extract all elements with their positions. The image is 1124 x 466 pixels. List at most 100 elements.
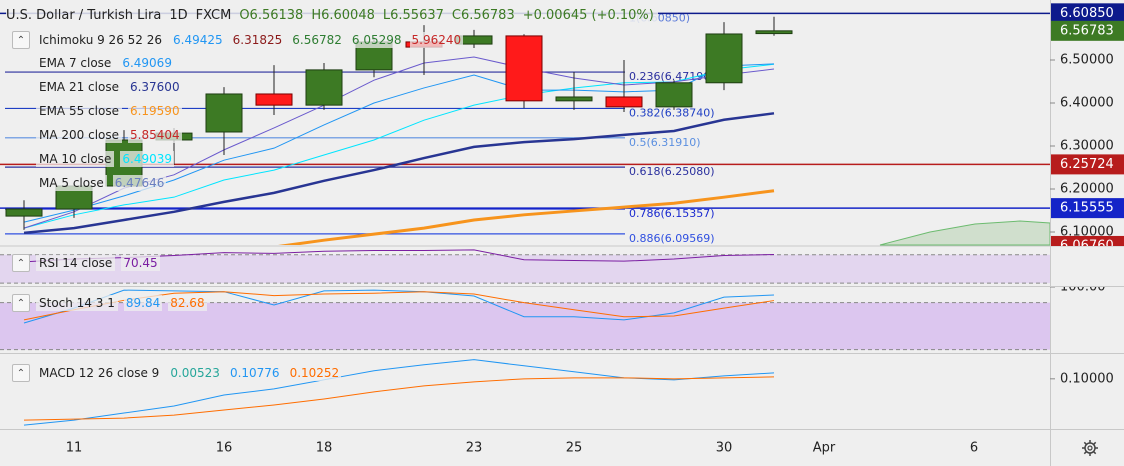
legend-value: 6.49069 bbox=[120, 55, 174, 71]
legend-name: Stoch 14 3 1 bbox=[36, 295, 118, 311]
y-tick-label: 6.10000 bbox=[1060, 225, 1114, 240]
legend-value: 0.00523 bbox=[168, 365, 222, 381]
fib-label: 0.618(6.25080) bbox=[629, 165, 715, 178]
indicator-line bbox=[23, 376, 775, 421]
legend-name: RSI 14 close bbox=[36, 255, 116, 271]
legend-name: EMA 21 close bbox=[36, 79, 122, 95]
legend-value: 6.56782 bbox=[290, 32, 344, 48]
legend-value: 0.10776 bbox=[227, 365, 282, 381]
price-label-box bbox=[1051, 3, 1124, 24]
x-tick-label: 16 bbox=[216, 441, 233, 456]
legend-value: 6.49425 bbox=[171, 32, 225, 48]
legend-row: MA 200 close 5.85404 bbox=[12, 127, 182, 143]
legend-row: ⌃ RSI 14 close 70.45 bbox=[12, 254, 160, 272]
panel bbox=[0, 249, 1050, 284]
y-tick-label: 0.10000 bbox=[1060, 371, 1114, 386]
y-tick-label: 6.50000 bbox=[1060, 52, 1114, 67]
price-label: 6.56783 bbox=[1060, 23, 1114, 38]
price-label-box bbox=[1051, 154, 1124, 175]
legend-value: 5.85404 bbox=[128, 127, 182, 143]
settings-icon[interactable] bbox=[1082, 440, 1098, 456]
x-tick-label: 30 bbox=[716, 441, 733, 456]
indicator-line bbox=[23, 112, 775, 235]
legend-row: EMA 21 close 6.37600 bbox=[12, 79, 182, 95]
x-tick-label: 25 bbox=[566, 441, 583, 456]
fib-label: 0.786(6.15357) bbox=[629, 207, 715, 220]
price-label-box bbox=[1051, 20, 1124, 41]
fib-label: 0.5(6.31910) bbox=[629, 136, 701, 149]
x-tick-label: 18 bbox=[316, 441, 333, 456]
ohlc-low: L6.55637 bbox=[382, 8, 444, 23]
y-tick-label: 100.00 bbox=[1060, 280, 1106, 295]
legend-value: 89.84 bbox=[123, 295, 163, 311]
symbol-title: U.S. Dollar / Turkish Lira bbox=[6, 8, 162, 23]
candle-body bbox=[705, 33, 743, 84]
symbol-header: U.S. Dollar / Turkish Lira 1D FXCM O6.56… bbox=[6, 8, 658, 23]
legend-row: ⌃ Stoch 14 3 1 89.84 82.68 bbox=[12, 294, 207, 312]
price-axis: 100.00 bbox=[1050, 280, 1106, 295]
panel bbox=[0, 289, 1050, 351]
price-axis: 6.50000 6.40000 6.30000 6.20000 6.10000 6.608… bbox=[1050, 3, 1124, 253]
candle-body bbox=[255, 93, 293, 106]
legend-row: MA 5 close 6.47646 bbox=[12, 175, 167, 191]
candle-body bbox=[605, 96, 643, 108]
x-tick-label: 6 bbox=[970, 441, 978, 456]
y-tick-label: 6.40000 bbox=[1060, 96, 1114, 111]
legend-value: 82.68 bbox=[168, 295, 207, 311]
ohlc-open: O6.56138 bbox=[239, 8, 304, 23]
ohlc-high: H6.60048 bbox=[311, 8, 375, 23]
fib-label: 0.236(6.47190) bbox=[629, 70, 715, 83]
x-tick-label: 23 bbox=[466, 441, 483, 456]
collapse-button[interactable]: ⌃ bbox=[12, 254, 30, 272]
collapse-button[interactable]: ⌃ bbox=[12, 294, 30, 312]
legend-name: MA 5 close bbox=[36, 175, 107, 191]
price-label: 6.06760 bbox=[1060, 238, 1114, 253]
price-label: 6.25724 bbox=[1060, 157, 1114, 172]
legend-name: MA 10 close bbox=[36, 151, 115, 167]
legend-value: 5.96240 bbox=[409, 32, 464, 48]
interval: 1D bbox=[169, 8, 188, 23]
y-tick-label: 6.30000 bbox=[1060, 139, 1114, 154]
indicator-line bbox=[277, 189, 775, 245]
collapse-button[interactable]: ⌃ bbox=[12, 364, 30, 382]
legend-name: EMA 55 close bbox=[36, 103, 122, 119]
legend-row: MA 10 close 6.49039 bbox=[12, 151, 174, 167]
price-label-box bbox=[1051, 198, 1124, 219]
price-axis: 0.10000 bbox=[1050, 371, 1114, 386]
collapse-button[interactable]: ⌃ bbox=[12, 31, 30, 49]
x-tick-label: 11 bbox=[66, 441, 83, 456]
legend-name: MACD 12 26 close 9 bbox=[36, 365, 163, 381]
legend-value: 6.05298 bbox=[349, 32, 404, 48]
legend-name: Ichimoku 9 26 52 26 bbox=[36, 32, 165, 48]
legend-value: 6.31825 bbox=[230, 32, 285, 48]
legend-row: ⌃ MACD 12 26 close 9 0.00523 0.10776 0.10252 bbox=[12, 364, 342, 382]
candle-body bbox=[205, 93, 243, 133]
ichimoku-cloud bbox=[879, 220, 1051, 246]
candle-body bbox=[305, 69, 343, 106]
candle-body bbox=[655, 82, 693, 108]
source: FXCM bbox=[195, 8, 232, 23]
ohlc-close: C6.56783 bbox=[451, 8, 515, 23]
legend-row: EMA 7 close 6.49069 bbox=[12, 55, 174, 71]
candle-body bbox=[555, 96, 593, 102]
legend-row: EMA 55 close 6.19590 bbox=[12, 103, 182, 119]
fib-label: 0.886(6.09569) bbox=[629, 232, 715, 245]
candle-body bbox=[505, 35, 543, 102]
candle-body bbox=[755, 30, 793, 35]
legend-value: 70.45 bbox=[121, 255, 160, 271]
y-tick-label: 6.20000 bbox=[1060, 182, 1114, 197]
price-label-box bbox=[1051, 235, 1124, 246]
legend-name: EMA 7 close bbox=[36, 55, 115, 71]
panel bbox=[23, 359, 775, 426]
legend-row: ⌃ Ichimoku 9 26 52 26 6.49425 6.31825 6.5678… bbox=[12, 31, 464, 49]
legend-value: 6.19590 bbox=[127, 103, 182, 119]
ohlc-change: +0.00645 (+0.10%) bbox=[522, 8, 654, 23]
legend-value: 6.37600 bbox=[127, 79, 182, 95]
fib-label: 0.382(6.38740) bbox=[629, 106, 715, 119]
x-tick-label: Apr bbox=[813, 441, 836, 456]
legend-value: 6.47646 bbox=[112, 175, 167, 191]
candle-body bbox=[5, 208, 43, 217]
legend-value: 0.10252 bbox=[287, 365, 342, 381]
